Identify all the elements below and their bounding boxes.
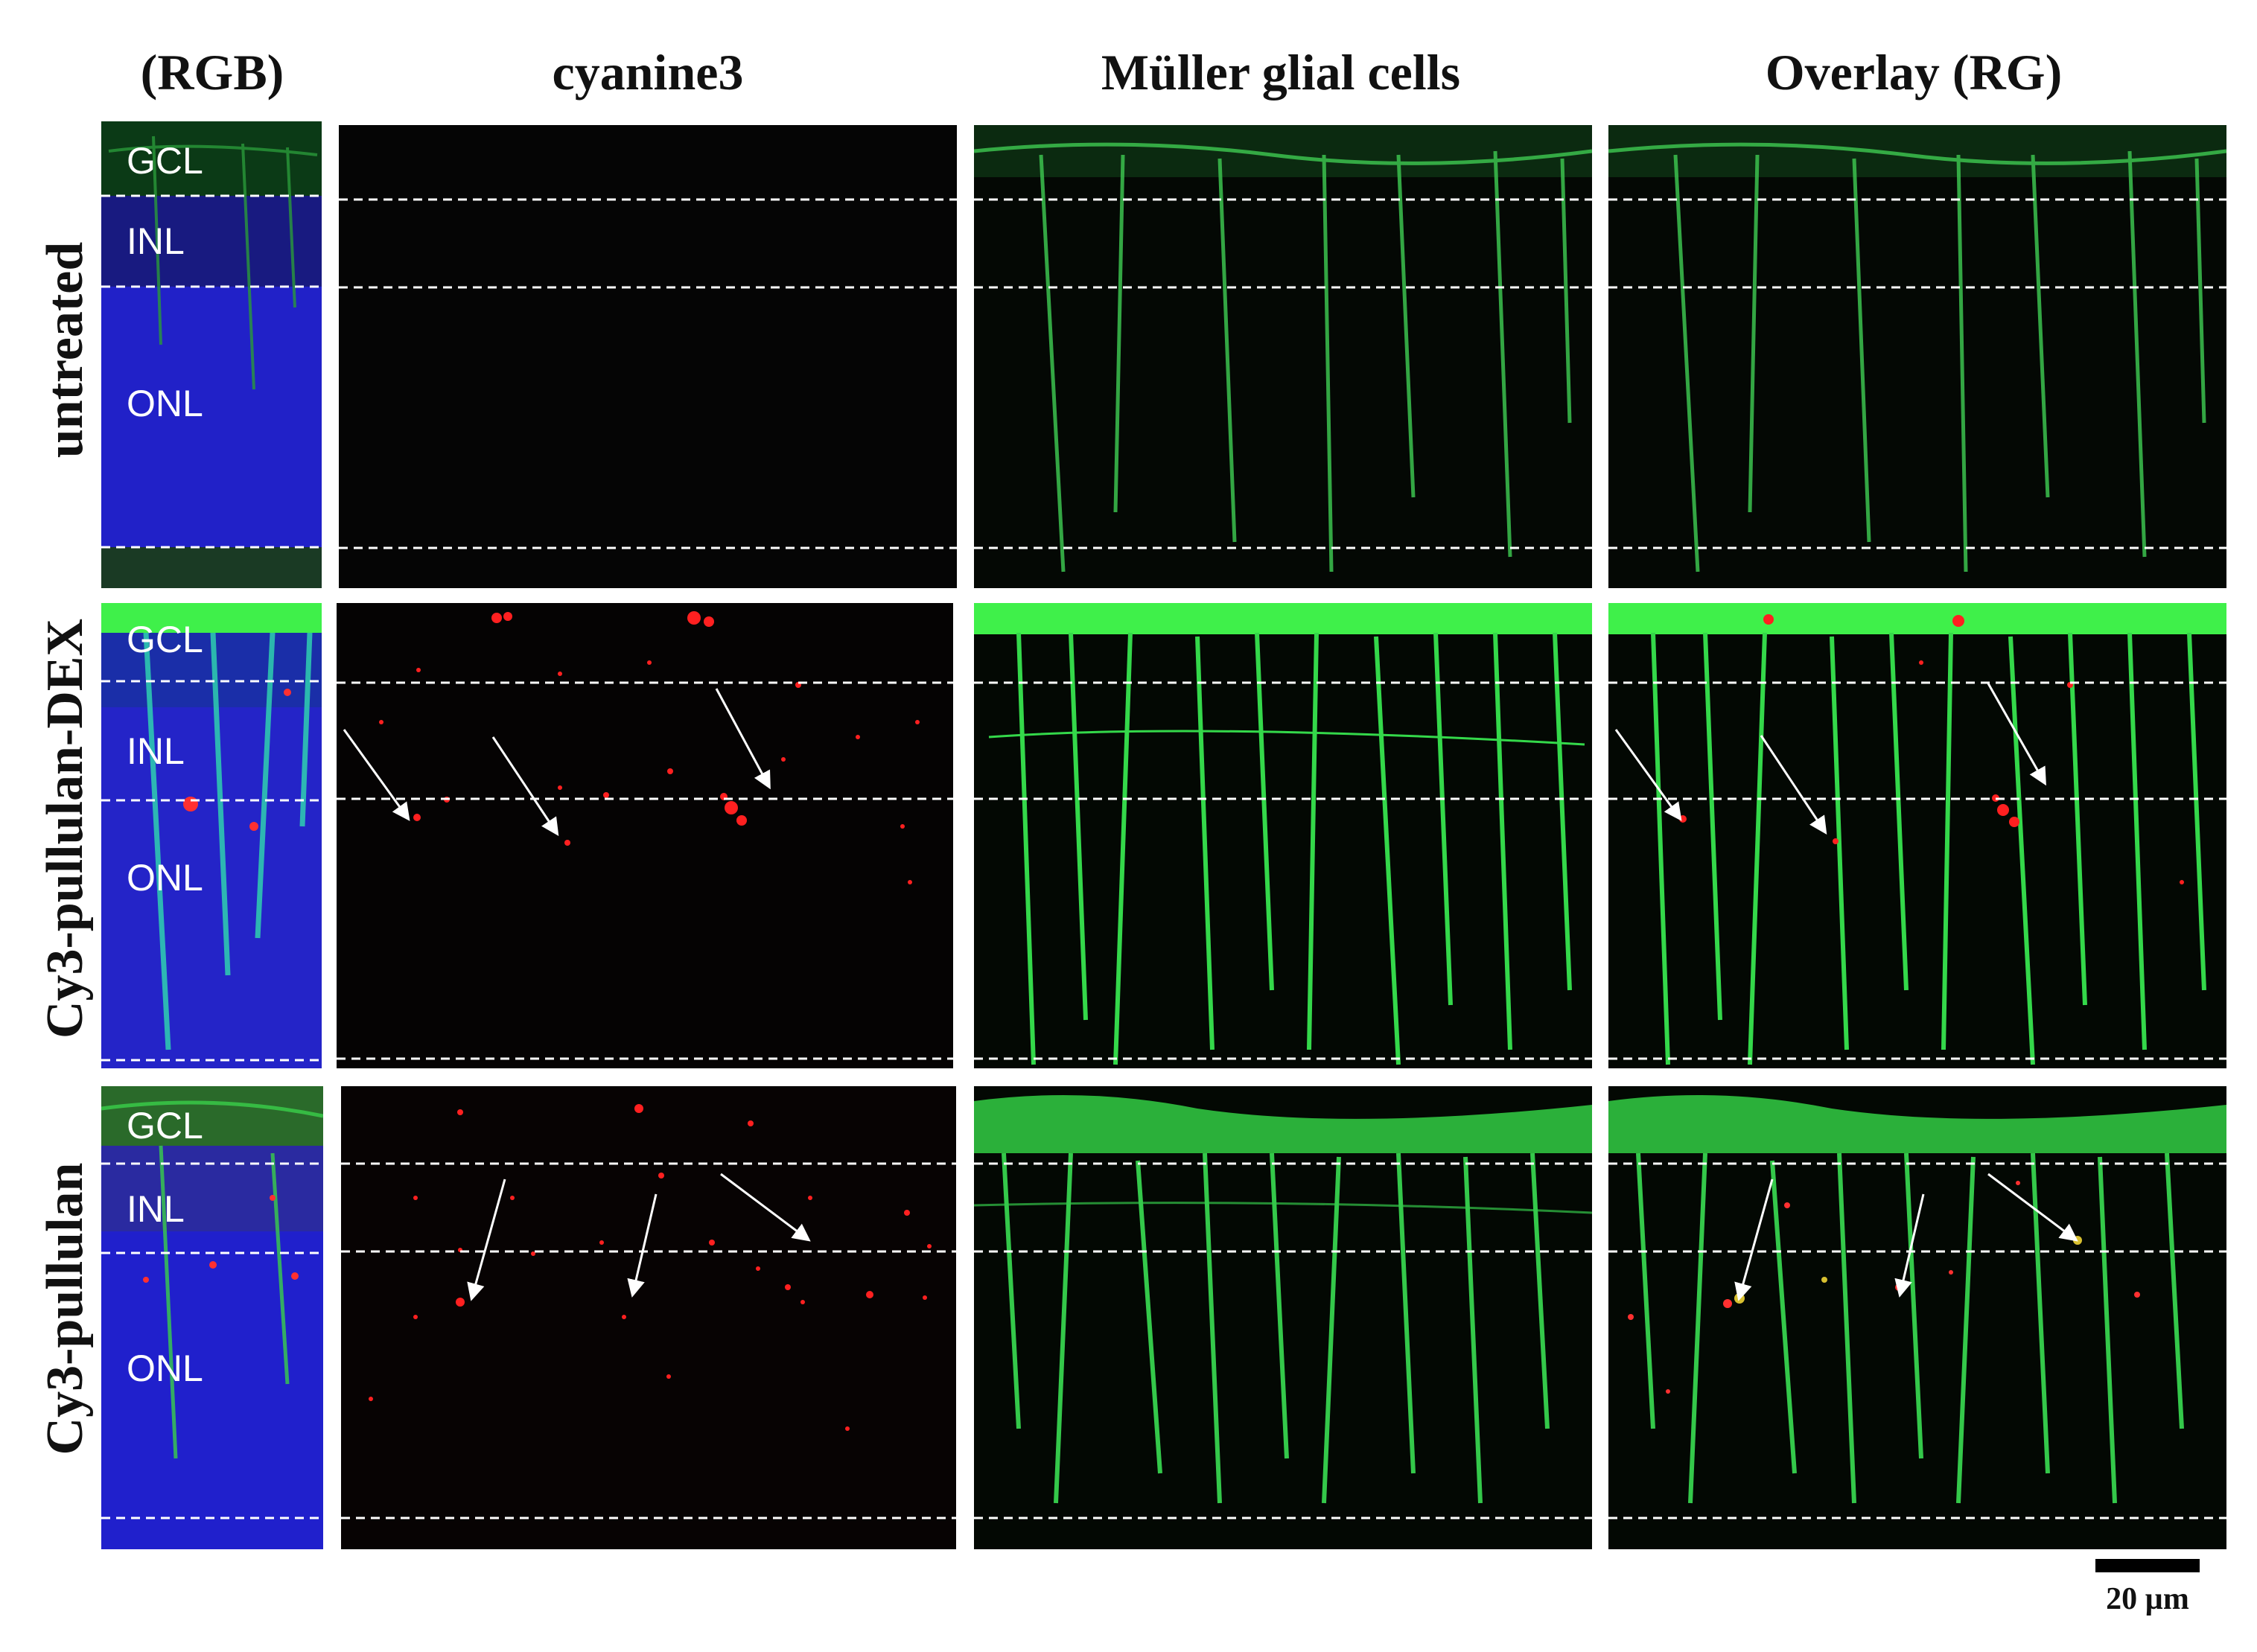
layer-label-inl: INL [127,1188,185,1230]
micrograph-image [341,1086,956,1549]
micrograph-image [1608,125,2226,588]
column-header-muller-glia: Müller glial cells [1101,44,1461,101]
layer-label-onl: ONL [127,1348,203,1389]
column-header-rgb: (RGB) [140,44,284,101]
scale-bar [2095,1559,2200,1572]
micrograph-image [974,125,1592,588]
panel-dex-muller [974,603,1592,1068]
micrograph-image [339,125,957,588]
layer-label-gcl: GCL [127,619,203,660]
panel-untreated-rgb: GCL INL ONL [101,121,322,588]
layer-label-onl: ONL [127,383,203,424]
panel-pullulan-rgb: GCL INL ONL [101,1086,323,1549]
panel-pullulan-cyanine3 [341,1086,956,1549]
micrograph-image [101,1086,323,1549]
panel-pullulan-muller [974,1086,1592,1549]
micrograph-image [1608,1086,2226,1549]
panel-dex-overlay [1608,603,2226,1068]
panel-dex-cyanine3 [337,603,953,1068]
micrograph-image [101,121,322,588]
micrograph-image [1608,603,2226,1068]
panel-untreated-muller [974,125,1592,588]
column-header-overlay: Overlay (RG) [1765,44,2063,101]
panel-untreated-overlay [1608,125,2226,588]
layer-label-gcl: GCL [127,1105,203,1146]
micrograph-image [974,603,1592,1068]
scale-bar-label: 20 µm [2106,1582,2189,1616]
layer-label-onl: ONL [127,857,203,899]
layer-label-inl: INL [127,220,185,262]
layer-label-gcl: GCL [127,140,203,182]
panel-dex-rgb: GCL INL ONL [101,603,322,1068]
layer-label-inl: INL [127,730,185,772]
panel-untreated-cyanine3 [339,125,957,588]
micrograph-image [337,603,953,1068]
micrograph-image [974,1086,1592,1549]
column-header-cyanine3: cyanine3 [552,44,744,101]
panel-pullulan-overlay [1608,1086,2226,1549]
micrograph-image [101,603,322,1068]
